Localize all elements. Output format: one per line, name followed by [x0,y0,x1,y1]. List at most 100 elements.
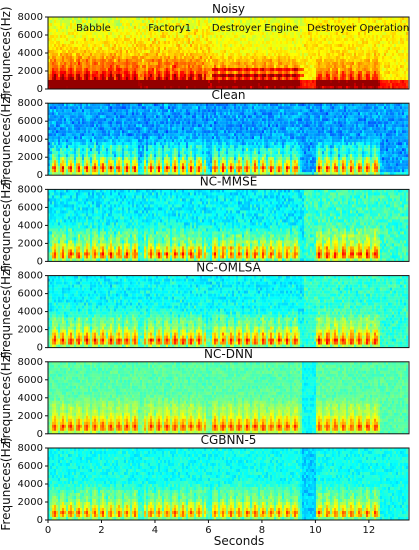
spectrogram-cell-p1-s121-b11 [288,47,290,50]
spectrogram-cell-p1-s141-b11 [328,47,330,50]
spectrogram-cell-p1-s169-b14 [384,56,386,59]
spectrogram-cell-p2-s26-b21 [98,163,100,166]
spectrogram-cell-p1-s175-b21 [396,77,398,80]
spectrogram-cell-p2-s2-b13 [50,139,52,142]
spectrogram-cell-p1-s33-b20 [112,74,114,77]
spectrogram-cell-p2-s27-b10 [100,130,102,133]
spectrogram-cell-p2-s12-b22 [70,166,72,169]
spectrogram-cell-p1-s89-b21 [224,77,226,80]
spectrogram-cell-p1-s130-b18 [306,68,308,71]
spectrogram-cell-p1-s34-b12 [114,50,116,53]
spectrogram-cell-p1-s101-b18 [248,68,250,71]
spectrogram-cell-p1-s139-b9 [324,41,326,44]
spectrogram-cell-p1-s60-b12 [166,50,168,53]
spectrogram-cell-p2-s19-b7 [84,121,86,124]
spectrogram-cell-p1-s28-b7 [102,35,104,38]
spectrogram-cell-p1-s33-b15 [112,59,114,62]
spectrogram-cell-p1-s71-b8 [188,38,190,41]
spectrogram-cell-p1-s127-b8 [300,38,302,41]
spectrogram-cell-p1-s116-b15 [278,59,280,62]
spectrogram-cell-p2-s11-b6 [68,118,70,121]
spectrogram-cell-p1-s160-b20 [366,74,368,77]
spectrogram-cell-p1-s97-b13 [240,53,242,56]
spectrogram-cell-p2-s28-b5 [102,115,104,118]
spectrogram-cell-p1-s118-b14 [282,56,284,59]
spectrogram-cell-p1-s35-b7 [116,35,118,38]
spectrogram-cell-p1-s153-b11 [352,47,354,50]
spectrogram-cell-p1-s93-b8 [232,38,234,41]
spectrogram-cell-p1-s153-b23 [352,83,354,86]
spectrogram-cell-p1-s117-b11 [280,47,282,50]
spectrogram-cell-p1-s88-b19 [222,71,224,74]
spectrogram-cell-p1-s60-b9 [166,41,168,44]
spectrogram-cell-p1-s114-b14 [274,56,276,59]
noise-label-4: Destroyer Operation [307,23,409,34]
spectrogram-cell-p1-s45-b21 [136,77,138,80]
spectrogram-cell-p1-s148-b15 [342,59,344,62]
spectrogram-cell-p2-s4-b22 [54,166,56,169]
spectrogram-cell-p1-s159-b16 [364,62,366,65]
spectrogram-cell-p2-s18-b5 [82,115,84,118]
spectrogram-cell-p2-s14-b16 [74,148,76,151]
spectrogram-cell-p1-s71-b23 [188,83,190,86]
spectrogram-cell-p1-s92-b20 [230,74,232,77]
spectrogram-cell-p1-s130-b12 [306,50,308,53]
spectrogram-cell-p1-s50-b16 [146,62,148,65]
spectrogram-cell-p1-s95-b10 [236,44,238,47]
spectrogram-cell-p1-s127-b6 [300,32,302,35]
spectrogram-cell-p1-s153-b7 [352,35,354,38]
spectrogram-cell-p1-s46-b4 [138,26,140,29]
spectrogram-cell-p1-s73-b5 [192,29,194,32]
spectrogram-cell-p1-s11-b3 [68,23,70,26]
spectrogram-cell-p1-s66-b7 [178,35,180,38]
spectrogram-cell-p1-s51-b19 [148,71,150,74]
spectrogram-cell-p2-s3-b14 [52,142,54,145]
spectrogram-cell-p1-s58-b14 [162,56,164,59]
spectrogram-cell-p1-s43-b3 [132,23,134,26]
spectrogram-cell-p1-s27-b7 [100,35,102,38]
spectrogram-cell-p1-s100-b12 [246,50,248,53]
spectrogram-cell-p1-s11-b4 [68,26,70,29]
spectrogram-cell-p1-s14-b19 [74,71,76,74]
spectrogram-cell-p2-s21-b15 [88,145,90,148]
spectrogram-cell-p1-s23-b8 [92,38,94,41]
spectrogram-cell-p1-s67-b15 [180,59,182,62]
spectrogram-cell-p2-s15-b23 [76,169,78,172]
spectrogram-cell-p1-s51-b13 [148,53,150,56]
spectrogram-cell-p1-s23-b11 [92,47,94,50]
spectrogram-cell-p1-s89-b17 [224,65,226,68]
spectrogram-cell-p1-s10-b4 [66,26,68,29]
spectrogram-cell-p1-s62-b21 [170,77,172,80]
spectrogram-cell-p1-s10-b23 [66,83,68,86]
spectrogram-cell-p1-s82-b9 [210,41,212,44]
spectrogram-cell-p1-s76-b9 [198,41,200,44]
spectrogram-cell-p1-s28-b18 [102,68,104,71]
spectrogram-cell-p1-s83-b19 [212,71,214,74]
spectrogram-cell-p1-s167-b22 [380,80,382,83]
spectrogram-cell-p2-s27-b13 [100,139,102,142]
spectrogram-cell-p1-s14-b13 [74,53,76,56]
spectrogram-cell-p1-s108-b11 [262,47,264,50]
spectrogram-cell-p1-s34-b16 [114,62,116,65]
spectrogram-cell-p1-s140-b17 [326,65,328,68]
spectrogram-cell-p1-s127-b11 [300,47,302,50]
spectrogram-cell-p1-s86-b23 [218,83,220,86]
spectrogram-cell-p2-s5-b15 [56,145,58,148]
spectrogram-cell-p1-s109-b12 [264,50,266,53]
spectrogram-cell-p1-s26-b16 [98,62,100,65]
spectrogram-cell-p1-s132-b14 [310,56,312,59]
spectrogram-cell-p1-s70-b17 [186,65,188,68]
spectrogram-cell-p1-s43-b13 [132,53,134,56]
spectrogram-cell-p1-s150-b10 [346,44,348,47]
spectrogram-cell-p1-s124-b22 [294,80,296,83]
spectrogram-cell-p1-s150-b15 [346,59,348,62]
spectrogram-cell-p1-s27-b19 [100,71,102,74]
spectrogram-cell-p1-s142-b10 [330,44,332,47]
spectrogram-cell-p1-s8-b9 [62,41,64,44]
spectrogram-cell-p1-s135-b20 [316,74,318,77]
spectrogram-cell-p1-s170-b23 [386,83,388,86]
spectrogram-cell-p2-s23-b8 [92,124,94,127]
spectrogram-cell-p1-s149-b7 [344,35,346,38]
spectrogram-cell-p2-s5-b8 [56,124,58,127]
spectrogram-cell-p1-s23-b14 [92,56,94,59]
